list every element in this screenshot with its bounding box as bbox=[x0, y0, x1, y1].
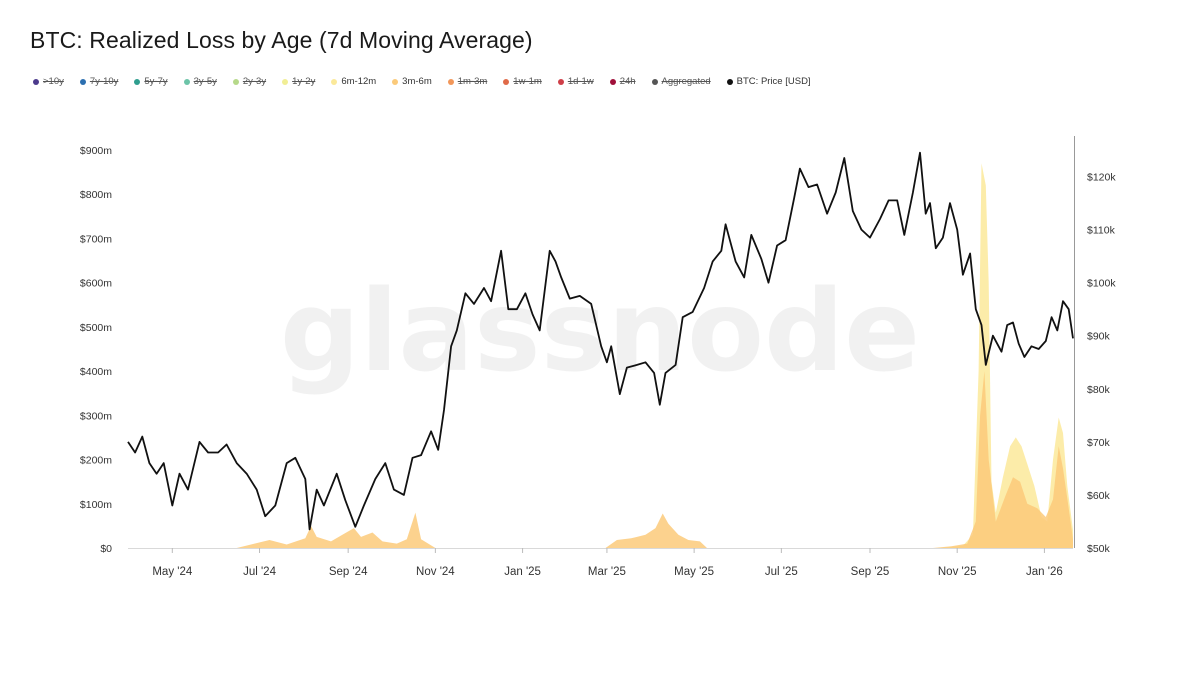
y-left-tick-label: $300m bbox=[80, 410, 112, 422]
legend-item[interactable]: Aggregated bbox=[651, 76, 711, 87]
legend-swatch bbox=[557, 78, 564, 85]
legend-label: >10y bbox=[43, 76, 64, 87]
x-tick-label: Nov '24 bbox=[416, 566, 455, 578]
legend-label: 1y-2y bbox=[292, 76, 316, 87]
y-left-tick-label: $800m bbox=[80, 189, 112, 201]
legend-item[interactable]: 1m-3m bbox=[447, 76, 488, 87]
legend-swatch bbox=[331, 78, 338, 85]
legend-swatch bbox=[282, 78, 289, 85]
x-tick-label: Jan '26 bbox=[1026, 566, 1063, 578]
legend-swatch bbox=[392, 78, 399, 85]
legend-label: 5y-7y bbox=[144, 76, 168, 87]
legend-swatch bbox=[651, 78, 658, 85]
x-tick-label: Jul '24 bbox=[243, 566, 276, 578]
x-tick-label: Sep '25 bbox=[851, 566, 890, 578]
y-right-tick-label: $120k bbox=[1087, 172, 1116, 184]
legend-label: 1m-3m bbox=[457, 76, 488, 87]
legend-item[interactable]: 6m-12m bbox=[331, 76, 376, 87]
legend-item[interactable]: 3y-5y bbox=[183, 76, 217, 87]
area-series-3m-6m bbox=[128, 371, 1073, 548]
legend-label: BTC: Price [USD] bbox=[736, 76, 811, 87]
watermark: glassnode bbox=[280, 267, 920, 397]
x-tick-label: May '24 bbox=[152, 566, 193, 578]
x-tick-label: Sep '24 bbox=[329, 566, 368, 578]
legend-label: 2y-3y bbox=[242, 76, 267, 87]
legend: >10y 7y-10y 5y-7y 3y-5y 2y-3y 1y-2y 6m-12m 3m-6… bbox=[33, 76, 827, 87]
x-tick-label: May '25 bbox=[674, 566, 714, 578]
y-left-tick-label: $500m bbox=[80, 322, 112, 334]
x-tick-label: Nov '25 bbox=[938, 566, 977, 578]
legend-swatch bbox=[609, 78, 616, 85]
legend-item[interactable]: 24h bbox=[609, 76, 636, 87]
legend-swatch bbox=[183, 78, 190, 85]
legend-swatch bbox=[134, 78, 141, 85]
y-right-tick-label: $60k bbox=[1087, 490, 1111, 502]
legend-item[interactable]: 5y-7y bbox=[134, 76, 168, 87]
legend-swatch bbox=[79, 78, 86, 85]
y-left-tick-label: $400m bbox=[80, 366, 112, 378]
y-right-tick-label: $110k bbox=[1087, 225, 1116, 237]
y-right-tick-label: $80k bbox=[1087, 384, 1111, 396]
legend-item[interactable]: 2y-3y bbox=[232, 76, 267, 87]
legend-item[interactable]: >10y bbox=[33, 76, 64, 87]
x-tick-label: Jul '25 bbox=[765, 566, 798, 578]
y-left-tick-label: $600m bbox=[80, 278, 112, 290]
legend-item[interactable]: 1d-1w bbox=[557, 76, 594, 87]
y-left-tick-label: $100m bbox=[80, 499, 112, 511]
legend-item[interactable]: BTC: Price [USD] bbox=[726, 76, 811, 87]
legend-label: 6m-12m bbox=[341, 76, 377, 87]
x-tick-label: Mar '25 bbox=[588, 566, 626, 578]
legend-swatch bbox=[33, 78, 39, 85]
y-left-tick-label: $0 bbox=[100, 543, 112, 555]
legend-label: Aggregated bbox=[661, 76, 711, 87]
legend-swatch bbox=[503, 78, 510, 85]
legend-swatch bbox=[447, 78, 454, 85]
legend-label: 24h bbox=[619, 76, 636, 87]
legend-item[interactable]: 1y-2y bbox=[282, 76, 315, 87]
legend-item[interactable]: 1w-1m bbox=[503, 76, 542, 87]
y-right-tick-label: $100k bbox=[1087, 278, 1116, 290]
legend-label: 3y-5y bbox=[193, 76, 217, 87]
legend-swatch bbox=[726, 78, 733, 85]
price-line bbox=[127, 151, 1074, 531]
y-left-tick-label: $200m bbox=[80, 455, 112, 467]
legend-label: 7y-10y bbox=[89, 76, 119, 87]
y-left-tick-label: $700m bbox=[80, 233, 112, 245]
legend-item[interactable]: 3m-6m bbox=[392, 76, 432, 87]
y-right-tick-label: $90k bbox=[1087, 331, 1111, 343]
y-right-tick-label: $50k bbox=[1087, 543, 1111, 555]
legend-label: 1w-1m bbox=[513, 76, 542, 87]
legend-item[interactable]: 7y-10y bbox=[79, 76, 119, 87]
legend-swatch bbox=[232, 78, 239, 85]
x-tick-label: Jan '25 bbox=[504, 566, 541, 578]
legend-label: 3m-6m bbox=[402, 76, 432, 87]
legend-label: 1d-1w bbox=[567, 76, 594, 87]
y-left-tick-label: $900m bbox=[80, 145, 112, 157]
y-right-tick-label: $70k bbox=[1087, 437, 1111, 449]
chart-title: BTC: Realized Loss by Age (7d Moving Ave… bbox=[30, 27, 533, 53]
